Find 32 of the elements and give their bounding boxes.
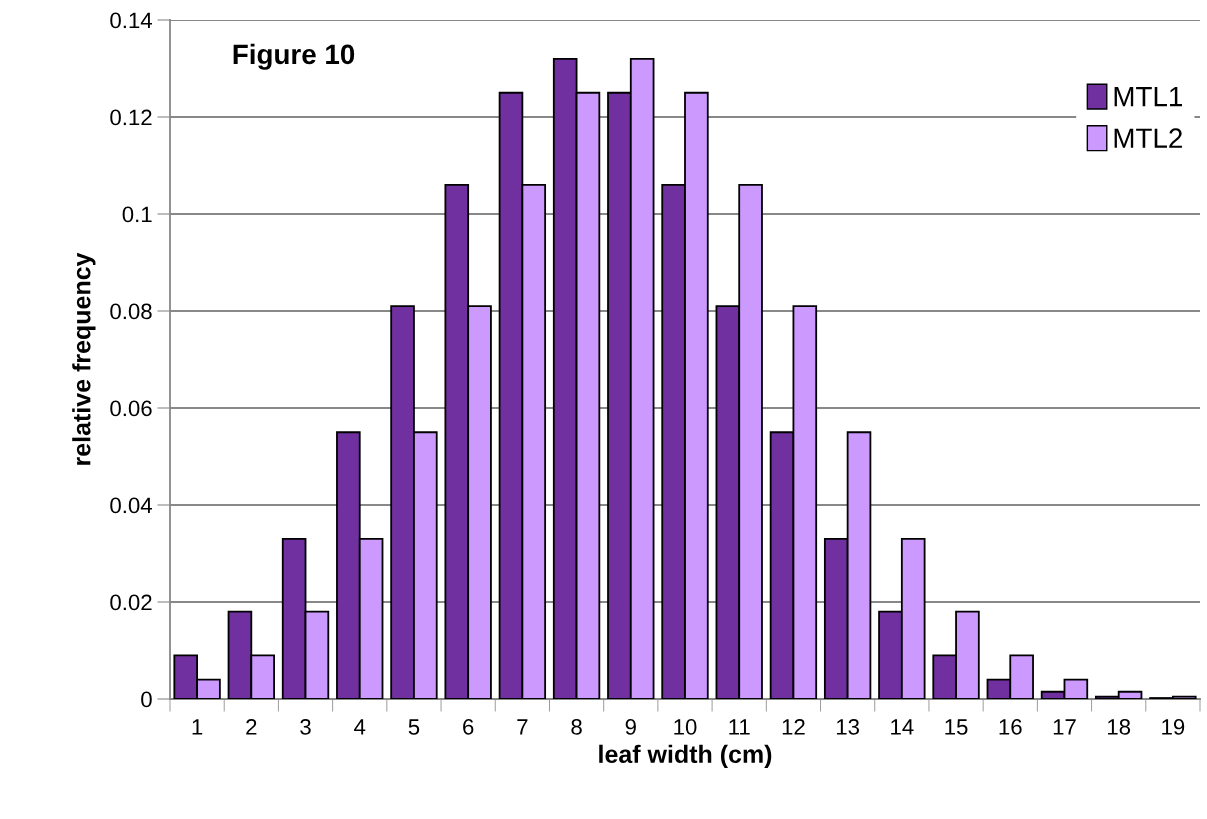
x-tick-label: 16 [999,719,1022,735]
x-tick-label: 18 [1108,719,1131,735]
x-tick-label: 12 [782,719,805,735]
x-tick-label: 11 [729,719,750,735]
x-tick-label: 9 [625,719,636,735]
y-tick-label: 0.02 [110,594,152,611]
annotation: Figure 10 [233,43,355,70]
x-tick-label: 10 [674,719,697,735]
y-tick-label: 0.08 [110,303,152,320]
x-tick-label: 15 [945,719,968,735]
legend-label: MTL2 [1114,128,1182,148]
x-tick-label: 1 [192,719,203,735]
x-tick-label: 5 [408,719,420,735]
x-tick-label: 7 [517,719,528,735]
x-tick-label: 6 [463,719,474,735]
y-tick-label: 0.04 [110,497,152,514]
x-tick-label: 17 [1053,719,1076,735]
x-tick-label: 3 [300,719,311,735]
x-tick-label: 8 [571,719,582,735]
legend-label: MTL1 [1114,87,1182,107]
y-tick-label: 0.1 [122,206,152,223]
x-tick-label: 14 [891,719,914,735]
y-tick-label: 0 [141,691,152,708]
x-tick-label: 4 [354,719,366,735]
y-tick-label: 0.14 [110,12,152,29]
y-tick-label: 0.12 [110,109,152,126]
x-tick-label: 2 [246,719,257,735]
x-axis-title: leaf width (cm) [599,744,772,769]
y-axis-title: relative frequency [72,252,96,465]
y-tick-label: 0.06 [110,400,152,417]
x-tick-label: 13 [836,719,860,735]
x-tick-label: 19 [1162,719,1185,735]
